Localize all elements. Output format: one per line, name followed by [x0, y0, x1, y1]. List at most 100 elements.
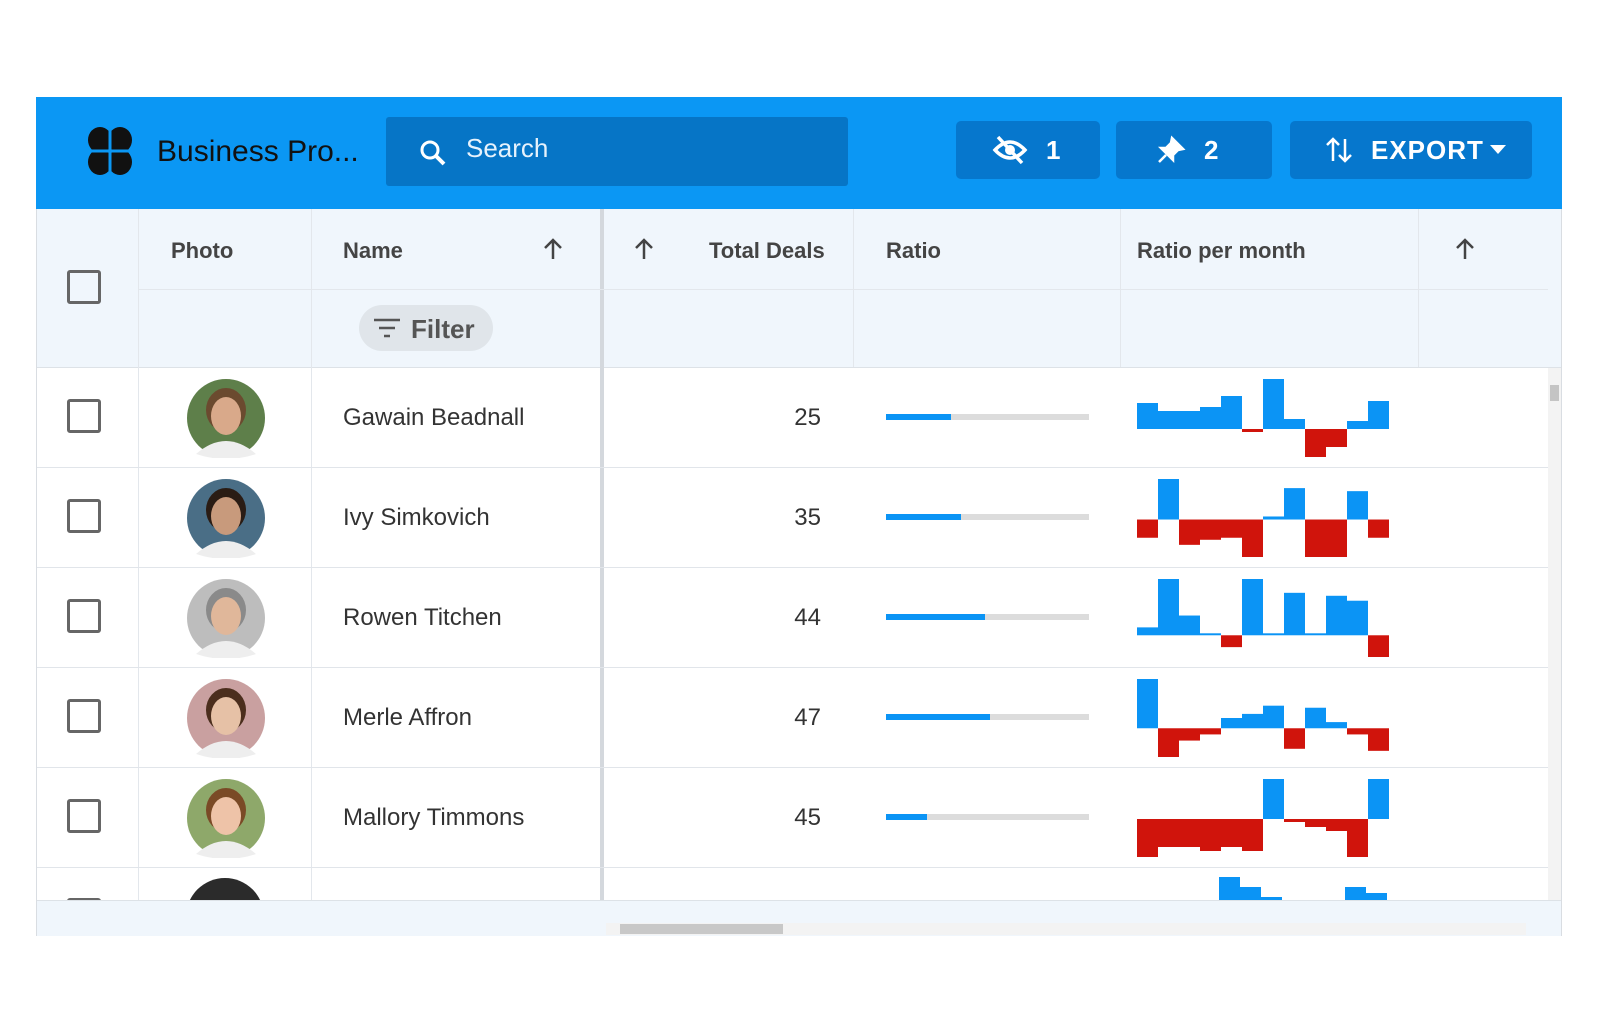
month-bar — [1221, 519, 1242, 538]
col-divider — [138, 209, 139, 900]
month-bar — [1179, 728, 1200, 741]
row-checkbox[interactable] — [67, 799, 101, 833]
month-bar — [1242, 429, 1263, 432]
row-checkbox[interactable] — [67, 499, 101, 533]
row-checkbox[interactable] — [67, 599, 101, 633]
person-name: Ivy Simkovich — [343, 504, 490, 531]
logo — [84, 126, 136, 178]
month-bar — [1158, 479, 1179, 520]
search-box[interactable] — [386, 117, 848, 186]
column-title: Ratio — [886, 238, 941, 263]
pinned-divider — [600, 209, 604, 900]
month-bar — [1305, 429, 1326, 457]
row-checkbox[interactable] — [67, 898, 101, 900]
export-button[interactable]: EXPORT — [1290, 121, 1532, 179]
month-bar — [1242, 713, 1263, 729]
hidden-count: 1 — [1046, 135, 1061, 165]
sparkline — [1137, 479, 1389, 557]
total-deals: 35 — [794, 504, 821, 531]
ratio-track — [886, 814, 1089, 820]
total-deals: 44 — [794, 604, 821, 631]
month-bar — [1200, 819, 1221, 851]
sort-icon — [1326, 137, 1352, 163]
row — [37, 468, 1548, 568]
scroll-thumb[interactable] — [1550, 385, 1559, 401]
hidden-columns-button[interactable]: 1 — [956, 121, 1100, 179]
sort-arrow[interactable] — [1453, 237, 1477, 261]
month-bar — [1347, 421, 1368, 429]
sparkline — [1137, 779, 1389, 857]
month-bar — [1326, 819, 1347, 831]
sparkline — [1137, 379, 1389, 457]
avatar — [187, 379, 265, 458]
total-deals: 45 — [794, 804, 821, 831]
month-bar — [1158, 819, 1179, 847]
month-bar — [1137, 819, 1158, 857]
month-bar — [1263, 779, 1284, 819]
month-bar — [1179, 819, 1200, 847]
month-bar — [1326, 429, 1347, 447]
month-bar — [1305, 819, 1326, 827]
avatar-face — [211, 397, 241, 435]
row-divider — [138, 289, 1548, 290]
sort-arrow[interactable] — [541, 237, 565, 261]
col-divider — [1418, 209, 1419, 367]
month-bar — [1158, 728, 1179, 757]
month-bar — [1221, 718, 1242, 729]
person-name: Merle Affron — [343, 704, 472, 731]
month-bar — [1347, 819, 1368, 857]
month-bar — [1284, 728, 1305, 749]
month-bar — [1137, 679, 1158, 729]
search-placeholder: Search — [466, 133, 549, 163]
month-bar — [1326, 595, 1347, 636]
month-bar — [1179, 411, 1200, 429]
pinned-count: 2 — [1204, 135, 1219, 165]
month-bar — [1368, 519, 1389, 538]
horizontal-scrollbar[interactable] — [606, 923, 1526, 935]
row-checkbox[interactable] — [67, 699, 101, 733]
pin-icon — [1157, 135, 1186, 164]
filter-button[interactable]: Filter — [359, 305, 493, 351]
grid-body: Gawain Beadnall 25 Ivy Simkovich 35 Rowen Ti… — [37, 368, 1548, 900]
month-bar — [1284, 419, 1305, 429]
row — [37, 668, 1548, 768]
select-all-checkbox[interactable] — [67, 270, 101, 304]
month-bar — [1305, 707, 1326, 729]
sparkline — [1219, 877, 1387, 900]
avatar — [187, 679, 265, 758]
column-title: Photo — [171, 238, 234, 263]
month-bar — [1284, 819, 1305, 822]
avatar-face — [211, 597, 241, 635]
month-bar — [1137, 627, 1158, 636]
pinned-columns-button[interactable]: 2 — [1116, 121, 1272, 179]
sort-arrow[interactable] — [632, 237, 656, 261]
avatar — [187, 779, 265, 858]
vertical-scrollbar[interactable] — [1548, 368, 1561, 900]
person-name: Gawain Beadnall — [343, 404, 525, 431]
month-bar — [1326, 519, 1347, 557]
ratio-bar — [886, 514, 962, 520]
month-bar — [1242, 579, 1263, 636]
ratio-track — [886, 714, 1089, 720]
month-bar — [1200, 407, 1221, 429]
ratio-bar — [886, 714, 990, 720]
month-bar — [1179, 615, 1200, 636]
column-title: Name — [343, 238, 403, 263]
row-checkbox[interactable] — [67, 399, 101, 433]
month-bar — [1347, 728, 1368, 735]
month-bar — [1200, 633, 1221, 636]
col-divider — [1120, 209, 1121, 367]
column-title: Total Deals — [709, 238, 825, 263]
ratio-bar — [886, 614, 986, 620]
col-divider — [853, 209, 854, 367]
filter-icon — [374, 318, 400, 338]
month-bar — [1347, 600, 1368, 636]
column-header — [37, 209, 1561, 368]
month-bar — [1347, 491, 1368, 520]
avatar-body — [196, 441, 256, 458]
month-bar — [1305, 633, 1326, 636]
month-bar — [1263, 379, 1284, 429]
scroll-thumb[interactable] — [620, 924, 783, 934]
ratio-track — [886, 414, 1089, 420]
